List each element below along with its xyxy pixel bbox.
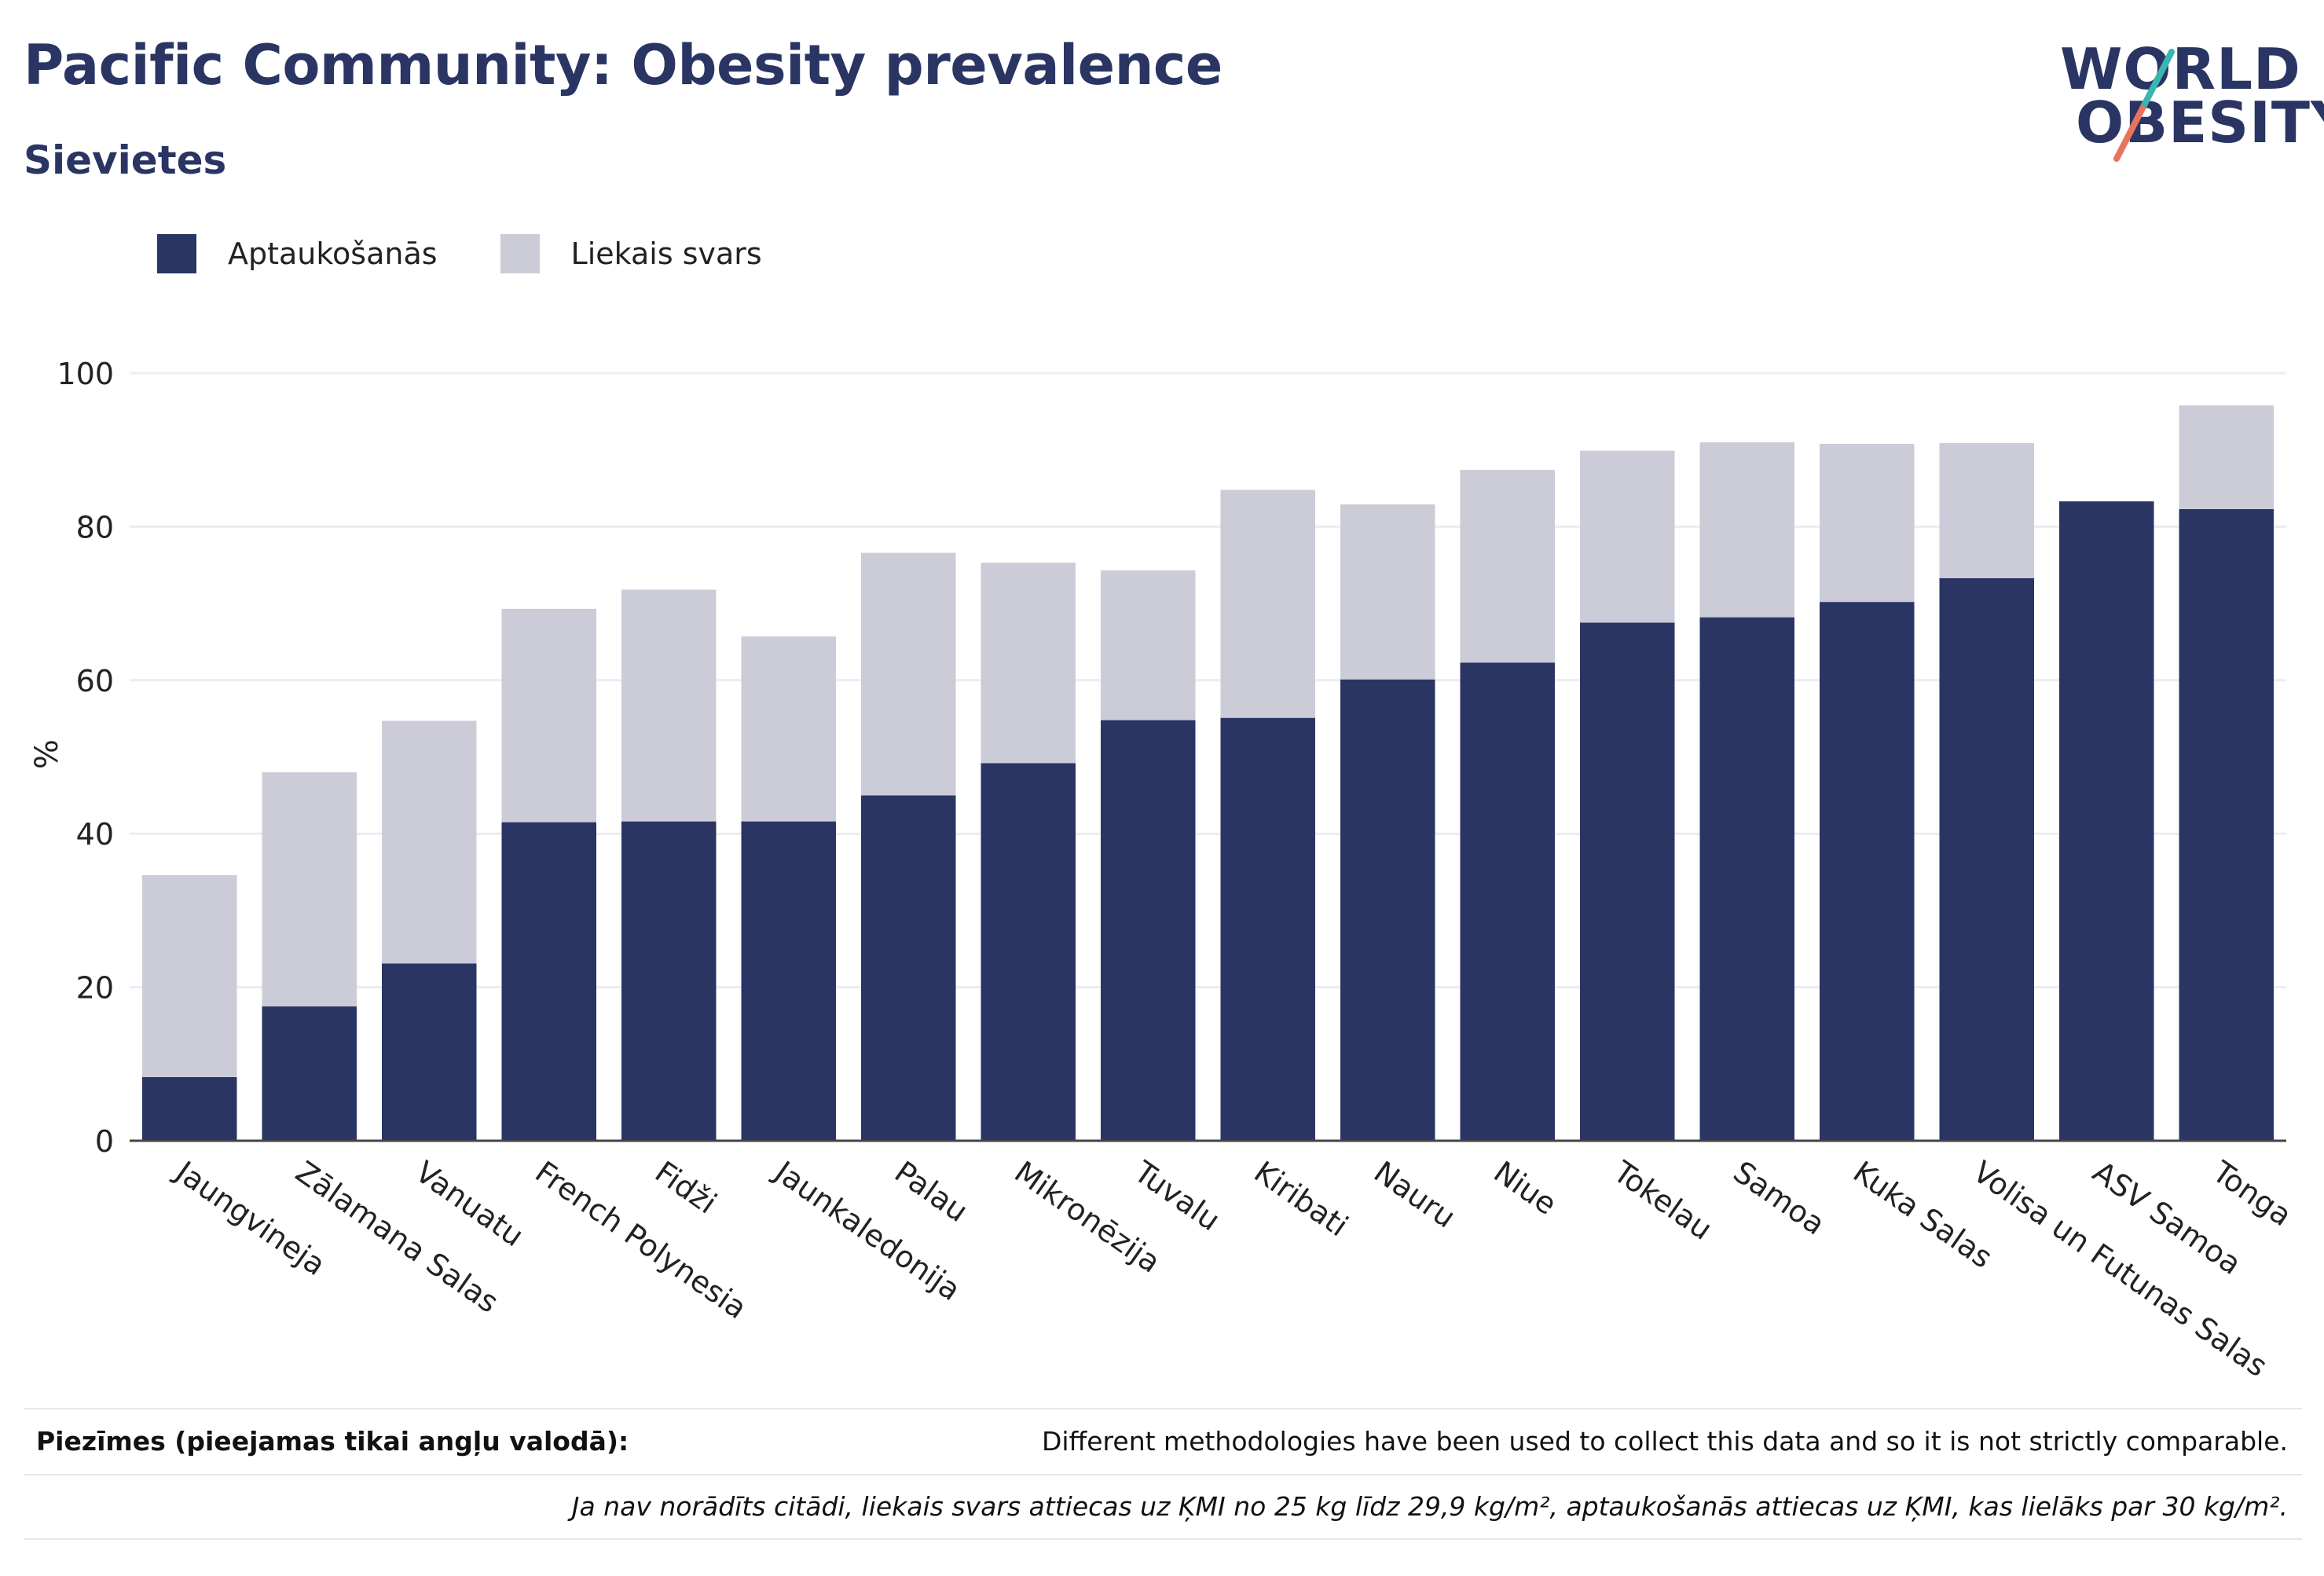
world-obesity-logo: WORLD OBESITY bbox=[2051, 24, 2324, 165]
bar-overweight-3 bbox=[501, 608, 596, 823]
notes-divider-middle bbox=[24, 1474, 2302, 1475]
notes-label: Piezīmes (pieejamas tikai angļu valodā): bbox=[36, 1426, 629, 1457]
bar-obesity-16 bbox=[2059, 501, 2154, 1141]
bar-overweight-11 bbox=[1460, 470, 1555, 663]
bar-obesity-7 bbox=[981, 763, 1076, 1141]
x-tick-label-1: Zālamana Salas bbox=[289, 1154, 504, 1319]
bar-obesity-15 bbox=[1939, 577, 2034, 1141]
chart-subtitle: Sievietes bbox=[24, 137, 227, 183]
x-tick-label-13: Samoa bbox=[1727, 1154, 1831, 1241]
y-tick-label-60: 60 bbox=[76, 664, 114, 698]
bar-obesity-3 bbox=[501, 822, 596, 1141]
legend-label-obesity: Aptaukošanās bbox=[228, 236, 438, 271]
bar-overweight-8 bbox=[1101, 570, 1196, 720]
x-tick-label-3: French Polynesia bbox=[529, 1154, 753, 1325]
bar-obesity-10 bbox=[1340, 679, 1435, 1141]
bar-overweight-4 bbox=[621, 589, 717, 822]
legend-swatch-overweight bbox=[500, 234, 540, 273]
bar-overweight-17 bbox=[2179, 405, 2274, 509]
x-tick-label-12: Tokelau bbox=[1607, 1154, 1718, 1247]
bar-obesity-2 bbox=[382, 963, 477, 1141]
notes-divider-top bbox=[24, 1408, 2302, 1409]
bar-obesity-4 bbox=[621, 821, 717, 1141]
y-tick-label-20: 20 bbox=[76, 971, 114, 1006]
x-tick-label-17: Tonga bbox=[2206, 1154, 2298, 1233]
bar-overweight-12 bbox=[1580, 450, 1675, 623]
bar-overweight-5 bbox=[741, 636, 836, 822]
x-tick-label-10: Nauru bbox=[1368, 1154, 1462, 1234]
bar-obesity-5 bbox=[741, 821, 836, 1141]
legend-item-overweight[interactable]: Liekais svars bbox=[500, 234, 762, 273]
y-tick-label-100: 100 bbox=[57, 357, 114, 391]
logo-slash-icon bbox=[2113, 49, 2175, 162]
y-tick-label-80: 80 bbox=[76, 510, 114, 544]
chart-title: Pacific Community: Obesity prevalence bbox=[24, 33, 1222, 97]
x-tick-label-4: Fidži bbox=[649, 1154, 723, 1220]
x-tick-label-6: Palau bbox=[889, 1154, 974, 1229]
bar-overweight-14 bbox=[1820, 443, 1915, 603]
notes-definition: Ja nav norādīts citādi, liekais svars at… bbox=[571, 1491, 2288, 1522]
bar-obesity-13 bbox=[1699, 617, 1794, 1141]
legend-item-obesity[interactable]: Aptaukošanās bbox=[157, 234, 438, 273]
bar-obesity-12 bbox=[1580, 622, 1675, 1141]
bar-overweight-10 bbox=[1340, 504, 1435, 680]
bar-obesity-1 bbox=[262, 1006, 357, 1141]
bar-overweight-9 bbox=[1220, 489, 1315, 718]
x-tick-label-9: Kiribati bbox=[1248, 1154, 1354, 1243]
notes-text: Different methodologies have been used t… bbox=[1041, 1426, 2288, 1457]
bar-overweight-2 bbox=[382, 720, 477, 964]
notes-divider-bottom bbox=[24, 1538, 2302, 1540]
bar-obesity-8 bbox=[1101, 720, 1196, 1141]
bar-overweight-6 bbox=[861, 552, 956, 796]
logo-word-obesity: OBESITY bbox=[2076, 90, 2324, 156]
bar-overweight-13 bbox=[1699, 442, 1794, 618]
chart-legend: Aptaukošanās Liekais svars bbox=[157, 234, 762, 273]
bar-obesity-9 bbox=[1220, 717, 1315, 1141]
x-tick-label-11: Niue bbox=[1487, 1154, 1563, 1222]
bar-overweight-0 bbox=[142, 874, 237, 1077]
bar-obesity-14 bbox=[1820, 602, 1915, 1141]
y-tick-label-0: 0 bbox=[95, 1124, 114, 1159]
legend-swatch-obesity bbox=[157, 234, 196, 273]
legend-label-overweight: Liekais svars bbox=[570, 236, 762, 271]
logo-word-world: WORLD bbox=[2060, 36, 2301, 102]
bar-obesity-0 bbox=[142, 1076, 237, 1141]
y-tick-label-40: 40 bbox=[76, 817, 114, 852]
bar-obesity-11 bbox=[1460, 662, 1555, 1141]
bar-obesity-6 bbox=[861, 795, 956, 1141]
bar-obesity-17 bbox=[2179, 508, 2274, 1141]
bar-overweight-1 bbox=[262, 772, 357, 1007]
x-tick-label-8: Tuvalu bbox=[1127, 1154, 1226, 1238]
bar-overweight-15 bbox=[1939, 442, 2034, 578]
bar-overweight-7 bbox=[981, 563, 1076, 764]
